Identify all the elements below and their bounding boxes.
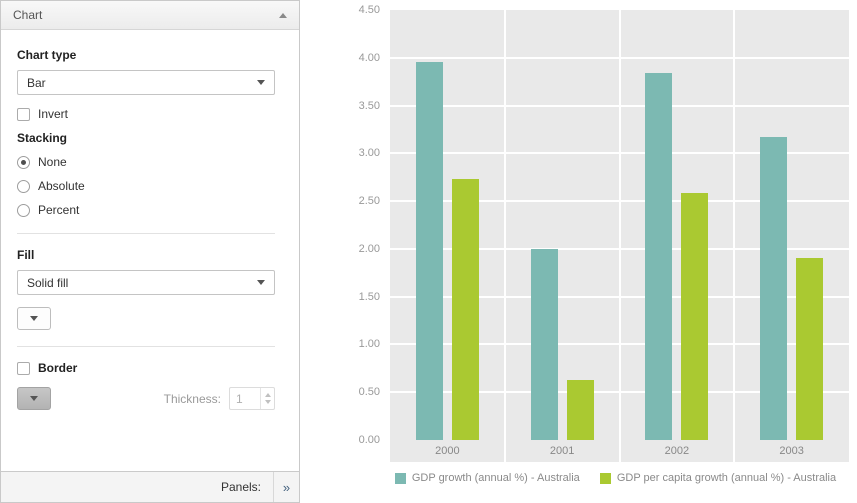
border-controls: Thickness: 1 <box>17 387 275 410</box>
panels-expand-button[interactable]: » <box>273 472 299 502</box>
bar[interactable] <box>530 248 558 440</box>
fill-label: Fill <box>17 248 35 262</box>
collapse-icon[interactable] <box>279 12 287 18</box>
divider <box>17 346 275 347</box>
legend-item: GDP growth (annual %) - Australia <box>394 472 580 484</box>
x-axis-label: 2003 <box>779 445 804 457</box>
stacking-option-absolute-label: Absolute <box>38 179 85 193</box>
border-label: Border <box>38 361 78 375</box>
bar[interactable] <box>796 258 824 440</box>
y-axis-label: 2.50 <box>358 195 380 208</box>
bar-groups <box>390 10 849 440</box>
y-axis-label: 0.00 <box>358 434 380 446</box>
y-axis-label: 4.50 <box>358 4 380 16</box>
bar[interactable] <box>681 193 709 440</box>
x-axis-label: 2000 <box>435 445 460 457</box>
legend-swatch <box>599 472 611 484</box>
grid-zone <box>390 10 849 440</box>
y-axis-label: 3.00 <box>358 147 380 160</box>
spinner-down-icon[interactable] <box>264 400 271 404</box>
y-axis-label: 1.50 <box>358 290 380 303</box>
panels-footer: Panels: » <box>1 471 299 502</box>
radio-none[interactable] <box>17 155 30 169</box>
group-separator <box>733 10 736 462</box>
y-axis-label: 2.00 <box>358 242 380 255</box>
chart-legend: GDP growth (annual %) - Australia GDP per… <box>342 472 849 484</box>
legend-label: GDP growth (annual %) - Australia <box>411 472 580 484</box>
thickness-group: Thickness: 1 <box>164 387 275 410</box>
legend-item: GDP per capita growth (annual %) - Austr… <box>599 472 837 484</box>
thickness-spinner[interactable]: 1 <box>229 387 275 410</box>
bar-group <box>505 10 620 440</box>
bar[interactable] <box>451 179 479 440</box>
spinner-up-icon[interactable] <box>264 393 271 397</box>
panel-title: Chart <box>13 8 43 22</box>
group-separator <box>618 10 621 462</box>
panel-body: Chart type Bar Invert Stacking None Abso… <box>1 30 299 471</box>
bar-group <box>620 10 735 440</box>
divider <box>17 233 275 234</box>
stacking-option-none[interactable]: None <box>17 155 275 169</box>
y-axis-label: 3.50 <box>358 99 380 112</box>
fill-color-picker-button[interactable] <box>17 307 51 330</box>
legend-label: GDP per capita growth (annual %) - Austr… <box>616 472 837 484</box>
radio-absolute[interactable] <box>17 179 30 193</box>
stacking-option-none-label: None <box>38 155 67 169</box>
y-axis-label: 0.50 <box>358 386 380 399</box>
stacking-option-absolute[interactable]: Absolute <box>17 179 275 193</box>
bar[interactable] <box>566 379 594 440</box>
fill-type-value: Solid fill <box>27 275 69 290</box>
border-color-picker-button[interactable] <box>17 387 51 410</box>
chevron-down-icon <box>257 280 265 285</box>
legend-swatch <box>394 472 406 484</box>
bar[interactable] <box>415 61 443 440</box>
group-separator <box>503 10 506 462</box>
radio-percent[interactable] <box>17 203 30 217</box>
border-checkbox[interactable] <box>17 361 30 375</box>
y-axis-label: 4.00 <box>358 51 380 64</box>
invert-label: Invert <box>38 107 69 121</box>
bar-group <box>390 10 505 440</box>
chart-type-label: Chart type <box>17 48 77 62</box>
chart-options-panel: Chart Chart type Bar Invert Stacking Non… <box>0 0 300 503</box>
x-axis-label: 2002 <box>664 445 690 457</box>
bar-chart: 0.00 0.50 1.00 1.50 2.00 2.50 3.00 3.50 4.00 4.50… <box>342 4 849 462</box>
chevron-down-icon <box>257 80 265 85</box>
spinner-arrows[interactable] <box>260 388 274 409</box>
x-axis: 2000 2001 2002 2003 <box>390 440 849 462</box>
plot-area: 2000 2001 2002 2003 <box>390 10 849 462</box>
invert-checkbox[interactable] <box>17 107 30 121</box>
fill-type-select[interactable]: Solid fill <box>17 270 275 295</box>
bar[interactable] <box>645 73 673 440</box>
invert-checkbox-row[interactable]: Invert <box>17 107 275 121</box>
stacking-label: Stacking <box>17 131 68 145</box>
y-axis: 0.00 0.50 1.00 1.50 2.00 2.50 3.00 3.50 4.00 4.50 <box>342 4 382 446</box>
bar-group <box>734 10 849 440</box>
x-axis-label: 2001 <box>549 445 575 457</box>
bar[interactable] <box>760 137 788 440</box>
chart-type-select[interactable]: Bar <box>17 70 275 95</box>
panels-label: Panels: <box>220 480 261 494</box>
chevron-down-icon <box>30 316 38 321</box>
border-checkbox-row[interactable]: Border <box>17 361 275 375</box>
chart-area: 0.00 0.50 1.00 1.50 2.00 2.50 3.00 3.50 4.00 4.50… <box>300 0 857 503</box>
thickness-label: Thickness: <box>163 391 221 406</box>
stacking-option-percent-label: Percent <box>38 203 80 217</box>
chevron-down-icon <box>30 396 38 401</box>
chart-type-value: Bar <box>27 75 46 90</box>
stacking-option-percent[interactable]: Percent <box>17 203 275 217</box>
thickness-value: 1 <box>236 392 243 406</box>
y-axis-label: 1.00 <box>358 338 380 351</box>
panel-header[interactable]: Chart <box>1 1 299 30</box>
